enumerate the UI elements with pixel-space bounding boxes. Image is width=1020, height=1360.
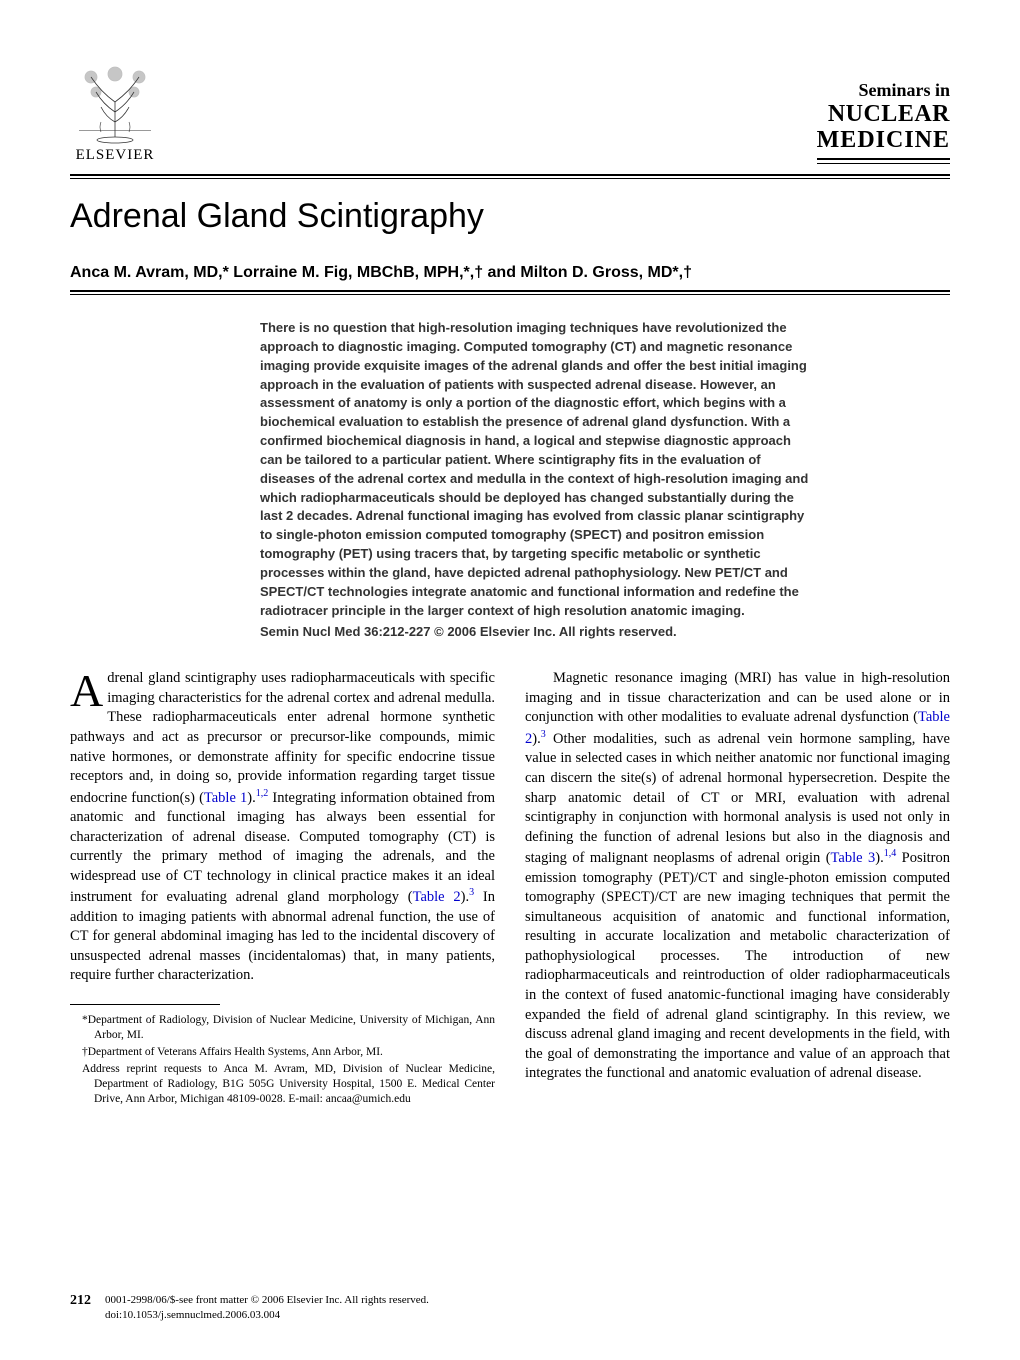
body-text: Other modalities, such as adrenal vein h… (525, 731, 950, 866)
elsevier-tree-icon (70, 60, 160, 145)
footnote: †Department of Veterans Affairs Health S… (70, 1045, 495, 1060)
page-footer: 212 0001-2998/06/$-see front matter © 20… (70, 1293, 429, 1322)
body-text: drenal gland scintigraphy uses radiophar… (70, 670, 495, 805)
page-number: 212 (70, 1293, 91, 1309)
body-text: ). (875, 850, 883, 866)
authors: Anca M. Avram, MD,* Lorraine M. Fig, MBC… (70, 264, 950, 282)
abstract-copyright: Semin Nucl Med 36:212-227 © 2006 Elsevie… (260, 623, 810, 642)
table-link[interactable]: Table 2 (413, 889, 461, 905)
table-link[interactable]: Table 3 (831, 850, 876, 866)
footnote-rule (70, 1004, 220, 1005)
footnote: Address reprint requests to Anca M. Avra… (70, 1062, 495, 1107)
column-right: Magnetic resonance imaging (MRI) has val… (525, 669, 950, 1108)
publisher-name: ELSEVIER (76, 147, 155, 164)
footer-text: 0001-2998/06/$-see front matter © 2006 E… (105, 1293, 429, 1322)
table-link[interactable]: Table 1 (204, 790, 247, 806)
body-text: Integrating information obtained from an… (70, 790, 495, 906)
body-text: Magnetic resonance imaging (MRI) has val… (525, 670, 950, 725)
footer-doi: doi:10.1053/j.semnuclmed.2006.03.004 (105, 1308, 429, 1322)
author-rule (70, 290, 950, 295)
dropcap: A (70, 669, 107, 710)
abstract-text: There is no question that high-resolutio… (260, 320, 808, 618)
abstract: There is no question that high-resolutio… (70, 319, 950, 641)
citation-sup[interactable]: 1,2 (256, 788, 269, 799)
page-header: ELSEVIER Seminars in NUCLEAR MEDICINE (70, 60, 950, 164)
journal-seminars: Seminars in (817, 80, 950, 101)
footer-copyright: 0001-2998/06/$-see front matter © 2006 E… (105, 1293, 429, 1307)
column-left: Adrenal gland scintigraphy uses radiopha… (70, 669, 495, 1108)
journal-underline (817, 158, 950, 164)
body-text: ). (247, 790, 255, 806)
publisher-logo: ELSEVIER (70, 60, 160, 164)
citation-sup[interactable]: 1,4 (884, 848, 897, 859)
footnotes: *Department of Radiology, Division of Nu… (70, 1013, 495, 1107)
article-title: Adrenal Gland Scintigraphy (70, 197, 950, 236)
journal-name: Seminars in NUCLEAR MEDICINE (817, 60, 950, 164)
body-text: ). (532, 731, 540, 747)
journal-nuclear: NUCLEAR (817, 101, 950, 127)
body-columns: Adrenal gland scintigraphy uses radiopha… (70, 669, 950, 1108)
body-paragraph: Adrenal gland scintigraphy uses radiopha… (70, 669, 495, 986)
top-rule (70, 174, 950, 179)
journal-medicine: MEDICINE (817, 127, 950, 153)
body-text: ). (461, 889, 469, 905)
body-paragraph: Magnetic resonance imaging (MRI) has val… (525, 669, 950, 1083)
body-text: Positron emission tomography (PET)/CT an… (525, 850, 950, 1081)
footnote: *Department of Radiology, Division of Nu… (70, 1013, 495, 1043)
